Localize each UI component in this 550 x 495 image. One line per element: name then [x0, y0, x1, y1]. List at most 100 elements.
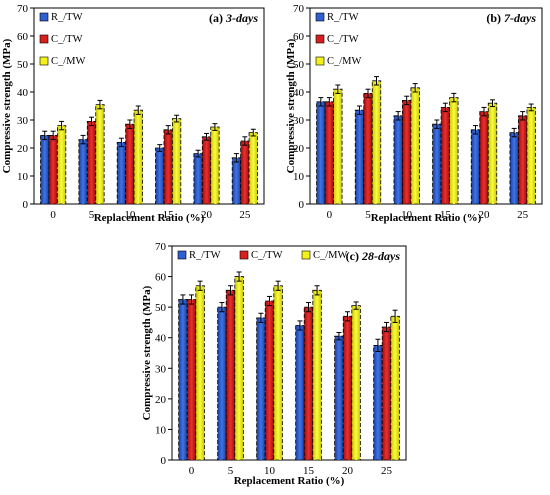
legend-swatch: [315, 34, 325, 44]
legend-entry: C_/TW: [51, 34, 83, 45]
bar: [440, 107, 450, 205]
bar: [231, 157, 242, 205]
y-tick-label: 40: [293, 87, 305, 99]
x-tick-label: 0: [189, 465, 195, 477]
y-axis-label: Compressive strength (MPa): [285, 38, 297, 173]
bar: [526, 107, 536, 205]
legend-swatch: [39, 12, 49, 22]
bar: [295, 325, 305, 461]
y-tick-label: 0: [299, 199, 305, 211]
bar: [334, 335, 344, 461]
legend-swatch: [239, 250, 249, 260]
legend-entry: R_/TW: [189, 250, 221, 261]
bar: [48, 134, 58, 205]
bar: [316, 101, 326, 205]
y-tick-label: 40: [155, 333, 167, 345]
chart-title: (a) 3-days: [209, 11, 258, 25]
y-tick-label: 10: [17, 171, 29, 183]
bar: [201, 136, 212, 205]
bar: [171, 118, 182, 205]
bar: [264, 300, 275, 461]
legend-swatch: [315, 12, 325, 22]
bar: [324, 101, 334, 205]
bar: [381, 326, 392, 461]
x-tick-label: 25: [239, 209, 251, 221]
bar: [133, 109, 143, 205]
bar: [186, 299, 197, 461]
x-tick-label: 20: [342, 465, 354, 477]
bar: [40, 134, 50, 205]
y-tick-label: 70: [293, 3, 305, 15]
x-tick-label: 15: [303, 465, 315, 477]
x-tick-label: 0: [327, 209, 333, 221]
bar: [178, 299, 188, 461]
bar: [363, 93, 373, 205]
bar: [470, 129, 481, 205]
y-axis-label: Compressive strength (MPa): [1, 38, 13, 173]
bar: [195, 285, 205, 461]
legend-entry: C_/TW: [251, 250, 283, 261]
bar: [518, 115, 528, 205]
bar: [509, 132, 519, 205]
bar: [371, 80, 382, 205]
y-tick-label: 60: [293, 31, 305, 43]
y-tick-label: 70: [155, 241, 167, 253]
bar: [373, 344, 383, 461]
y-tick-label: 20: [293, 143, 305, 155]
x-tick-label: 5: [365, 209, 371, 221]
x-axis-label: Replacement Ratio (%): [94, 212, 205, 224]
legend-swatch: [177, 250, 187, 260]
bar: [354, 109, 365, 205]
y-tick-label: 30: [155, 363, 167, 375]
x-tick-label: 25: [517, 209, 529, 221]
legend-entry: C_/TW: [327, 34, 359, 45]
bar: [163, 129, 173, 205]
x-tick-label: 10: [264, 465, 276, 477]
x-tick-label: 20: [201, 209, 213, 221]
y-tick-label: 20: [17, 143, 29, 155]
bar: [95, 104, 105, 205]
y-tick-label: 40: [17, 87, 29, 99]
bar: [393, 115, 403, 205]
bar: [273, 285, 283, 461]
y-tick-label: 50: [293, 59, 305, 71]
bar: [303, 306, 314, 461]
bar: [402, 100, 412, 205]
y-tick-label: 50: [155, 302, 167, 314]
plot-frame: [33, 7, 265, 205]
y-axis-label: Compressive strength (MPa): [141, 285, 153, 420]
bar: [342, 315, 353, 461]
legend-entry: C_/MW: [327, 56, 362, 67]
y-tick-label: 10: [155, 424, 167, 436]
y-tick-label: 10: [293, 171, 305, 183]
y-tick-label: 70: [17, 3, 29, 15]
x-axis-label: Replacement Ratio (%): [234, 475, 345, 487]
bar: [312, 289, 322, 461]
bar: [449, 97, 459, 205]
x-axis-label: Replacement Ratio (%): [371, 212, 482, 224]
y-tick-label: 20: [155, 394, 167, 406]
bar: [390, 315, 400, 461]
bar: [116, 141, 127, 205]
y-tick-label: 0: [161, 455, 167, 467]
legend-swatch: [315, 56, 325, 66]
y-tick-label: 60: [17, 31, 29, 43]
bar: [256, 317, 266, 461]
legend-entry: R_/TW: [51, 12, 83, 23]
bar: [225, 289, 236, 461]
y-tick-label: 60: [155, 272, 167, 284]
y-tick-label: 30: [293, 115, 305, 127]
legend-swatch: [39, 56, 49, 66]
chart-title: (b) 7-days: [486, 11, 536, 25]
bar: [155, 147, 165, 205]
bar: [193, 153, 203, 205]
bar: [432, 123, 442, 205]
x-tick-label: 20: [479, 209, 491, 221]
x-tick-label: 15: [163, 209, 175, 221]
y-tick-label: 50: [17, 59, 29, 71]
x-tick-label: 15: [440, 209, 452, 221]
x-tick-label: 10: [401, 209, 413, 221]
legend-swatch: [301, 250, 311, 260]
bar: [86, 121, 97, 205]
